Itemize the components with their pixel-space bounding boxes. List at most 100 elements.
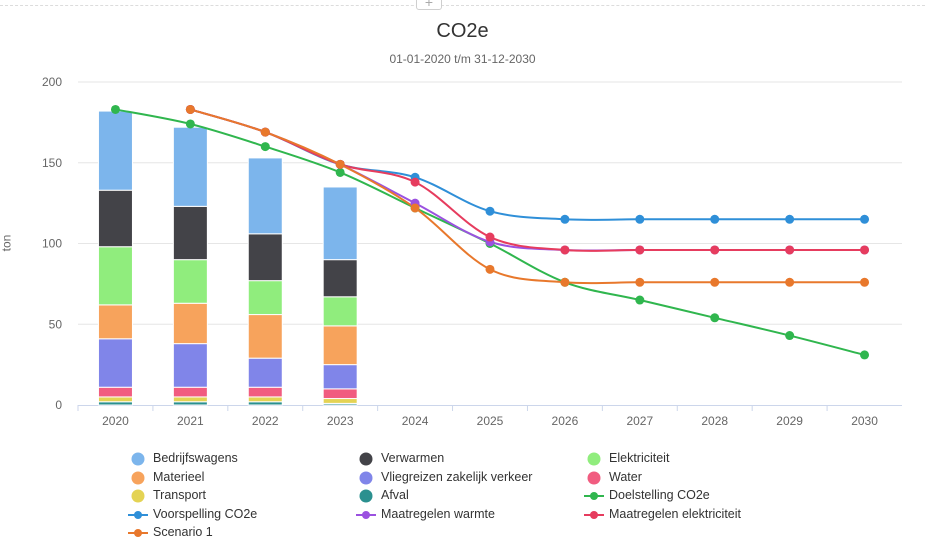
x-tick-label: 2023 (327, 414, 354, 428)
bar-segment (322, 398, 358, 404)
series-point (710, 313, 720, 323)
x-tick-label: 2026 (552, 414, 579, 428)
y-tick-label: 200 (42, 75, 62, 89)
bar-segment (172, 205, 208, 261)
series-point (560, 245, 570, 255)
series-point (785, 331, 795, 341)
bar-segment (97, 304, 133, 340)
chart-plot: 0 50 100 150 200 2020 2021 2022 2023 2024 2025 2026… (42, 75, 902, 428)
x-tick-label: 2024 (402, 414, 429, 428)
x-tick-label: 2028 (701, 414, 728, 428)
legend-label: Doelstelling CO2e (609, 488, 710, 502)
bar-segment (97, 338, 133, 388)
series-line (115, 108, 865, 356)
bar-segment (247, 314, 283, 359)
legend-line-marker-icon (128, 510, 148, 519)
bar-segment (322, 259, 358, 298)
legend-label: Transport (153, 488, 207, 502)
legend-line-marker-icon (584, 492, 604, 500)
series-point (635, 295, 645, 305)
legend-dot-icon (359, 452, 373, 466)
series-point (710, 214, 720, 224)
series-point (710, 277, 720, 287)
series-point (485, 264, 495, 274)
legend-label: Water (609, 469, 642, 484)
bar-segment (247, 157, 283, 235)
series-point (710, 245, 720, 255)
add-widget-button[interactable]: + (416, 0, 442, 10)
chart-subtitle: 01-01-2020 t/m 31-12-2030 (389, 52, 536, 66)
x-tick-label: 2021 (177, 414, 204, 428)
legend-dot-icon (587, 471, 601, 484)
series-line (190, 108, 865, 252)
y-tick-label: 150 (42, 156, 62, 170)
series-point (485, 232, 495, 242)
legend-label: Maatregelen elektriciteit (609, 506, 742, 521)
bar-segment (172, 386, 208, 398)
bar-segment (97, 189, 133, 248)
legend-dot-icon (131, 489, 145, 503)
bar-segment (247, 396, 283, 403)
series-point (335, 167, 345, 177)
x-tick-label: 2030 (851, 414, 878, 428)
chart-title: CO2e (436, 20, 489, 42)
x-tick-label: 2027 (626, 414, 653, 428)
bar-segment (172, 259, 208, 304)
legend-label: Maatregelen warmte (381, 506, 495, 521)
legend-label: Verwarmen (381, 451, 445, 465)
series-point (110, 104, 120, 114)
series-point (260, 127, 270, 137)
bar-segment (172, 343, 208, 388)
bar-segment (247, 280, 283, 316)
bar-segment (247, 357, 283, 388)
series-point (185, 104, 195, 114)
legend-label: Voorspelling CO2e (153, 506, 258, 521)
bar-segment (172, 302, 208, 345)
x-tick-label: 2022 (252, 414, 279, 428)
bar-segment (97, 110, 133, 191)
series-point (860, 245, 870, 255)
bar-segment (172, 126, 208, 207)
legend-dot-icon (131, 471, 145, 484)
bar-segment (322, 364, 358, 390)
legend-label: Bedrijfswagens (153, 451, 238, 465)
series-point (485, 206, 495, 216)
series-point (635, 214, 645, 224)
legend-line-marker-icon (128, 529, 148, 537)
series-point (860, 350, 870, 360)
series-point (335, 159, 345, 169)
bar-segment (97, 246, 133, 306)
series-point (560, 214, 570, 224)
series-point (785, 214, 795, 224)
series-point (410, 177, 420, 187)
legend-label: Scenario 1 (153, 525, 213, 539)
bar-segment (247, 386, 283, 398)
legend-dot-icon (359, 471, 373, 484)
series-line (190, 108, 865, 285)
legend-label: Vliegreizen zakelijk verkeer (381, 469, 533, 484)
legend-label: Afval (381, 488, 409, 502)
legend-dot-icon (587, 452, 601, 466)
series-line (190, 108, 865, 221)
series-point (785, 277, 795, 287)
x-tick-label: 2020 (102, 414, 129, 428)
series-point (635, 245, 645, 255)
bar-segment (322, 296, 358, 327)
legend-dot-icon (131, 452, 145, 466)
legend-dot-icon (359, 489, 373, 503)
series-point (860, 214, 870, 224)
series-point (185, 119, 195, 129)
bar-segment (322, 388, 358, 400)
series-point (785, 245, 795, 255)
legend-line-marker-icon (356, 510, 376, 519)
series-line (190, 108, 865, 252)
bar-segment (97, 396, 133, 403)
y-tick-label: 50 (49, 317, 63, 331)
x-tick-label: 2025 (477, 414, 504, 428)
legend-label: Materieel (153, 469, 205, 484)
toolbar-divider (0, 5, 925, 6)
series-point (635, 277, 645, 287)
y-tick-label: 100 (42, 237, 62, 251)
bar-segment (322, 186, 358, 261)
bar-segment (97, 386, 133, 398)
